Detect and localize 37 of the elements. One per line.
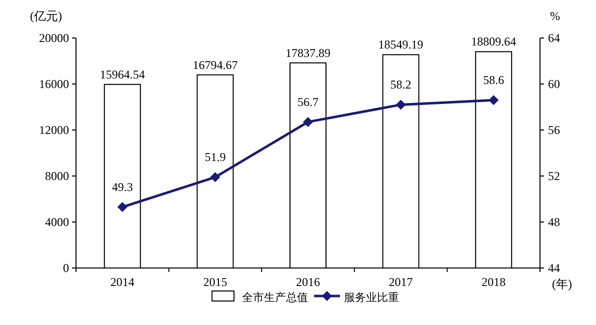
y-tick-label: 4000 bbox=[45, 215, 69, 229]
point bbox=[117, 202, 128, 212]
point bbox=[210, 172, 220, 182]
x-tick-label: 2017 bbox=[388, 275, 413, 289]
y2-tick-label: 60 bbox=[548, 77, 560, 91]
point bbox=[303, 116, 313, 127]
y2-axis-title: % bbox=[550, 9, 560, 23]
y-tick-label: 0 bbox=[63, 261, 69, 275]
data-label: 58.6 bbox=[483, 73, 504, 88]
data-label: 51.9 bbox=[204, 150, 226, 164]
data-label: 16794.67 bbox=[192, 58, 238, 72]
x-tick-label: 2014 bbox=[110, 275, 134, 289]
y-tick-label: 16000 bbox=[39, 77, 69, 91]
y2-tick-label: 52 bbox=[548, 169, 560, 183]
data-label: 15964.54 bbox=[100, 67, 145, 82]
point bbox=[396, 100, 406, 110]
data-label: 18549.19 bbox=[378, 38, 424, 52]
y2-tick-label: 64 bbox=[548, 31, 560, 45]
y-tick-label: 12000 bbox=[39, 123, 69, 137]
y-tick-label: 8000 bbox=[45, 169, 69, 183]
data-label: 17837.89 bbox=[286, 46, 330, 60]
y2-tick-label: 48 bbox=[548, 215, 560, 229]
x-tick-label: 2016 bbox=[296, 275, 320, 289]
y2-tick-label: 56 bbox=[548, 123, 560, 137]
x-axis-title: (年) bbox=[552, 277, 572, 291]
data-label: 49.3 bbox=[112, 180, 133, 194]
y2-tick-label: 44 bbox=[548, 261, 560, 275]
data-label: 18809.64 bbox=[471, 34, 516, 49]
x-tick-label: 2018 bbox=[482, 275, 506, 289]
data-label: 56.7 bbox=[298, 94, 318, 109]
legend-label: 服务业比重 bbox=[344, 291, 399, 304]
y-tick-label: 20000 bbox=[39, 31, 69, 45]
y-axis-title: (亿元) bbox=[30, 9, 62, 23]
data-label: 58.2 bbox=[390, 78, 412, 92]
x-tick-label: 2015 bbox=[203, 275, 228, 289]
legend-label: 全市生产总值 bbox=[242, 291, 308, 304]
point bbox=[488, 95, 499, 106]
